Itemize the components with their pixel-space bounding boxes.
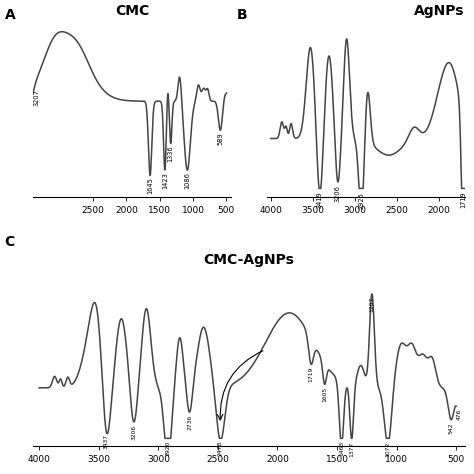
- Text: 2478: 2478: [218, 441, 223, 456]
- Text: 1377: 1377: [349, 441, 354, 456]
- Text: 1719: 1719: [309, 367, 313, 383]
- Text: 2920: 2920: [165, 441, 170, 456]
- Text: 3206: 3206: [131, 425, 136, 440]
- Text: 1423: 1423: [162, 172, 168, 189]
- Text: 542: 542: [449, 423, 454, 434]
- Text: 1072: 1072: [385, 441, 391, 456]
- Text: 1207: 1207: [369, 297, 374, 312]
- Text: B: B: [237, 8, 247, 22]
- Title: CMC-AgNPs: CMC-AgNPs: [203, 253, 294, 267]
- Text: 1336: 1336: [168, 146, 173, 162]
- Text: 2925: 2925: [358, 191, 365, 209]
- Text: A: A: [5, 8, 16, 22]
- Text: 1086: 1086: [184, 172, 191, 189]
- Text: 589: 589: [218, 132, 223, 145]
- Text: 3419: 3419: [317, 191, 323, 209]
- Text: 3206: 3206: [335, 185, 341, 202]
- Text: 1463: 1463: [339, 441, 344, 456]
- Text: 1645: 1645: [147, 178, 153, 194]
- Text: 1605: 1605: [322, 387, 327, 402]
- Text: 476: 476: [456, 409, 462, 420]
- Text: 1719: 1719: [460, 191, 466, 209]
- Text: 3207: 3207: [34, 90, 39, 106]
- Text: 3437: 3437: [104, 434, 109, 449]
- Text: AgNPs: AgNPs: [414, 4, 465, 18]
- Text: 2736: 2736: [187, 415, 192, 430]
- Text: C: C: [5, 236, 15, 249]
- Title: CMC: CMC: [115, 4, 149, 18]
